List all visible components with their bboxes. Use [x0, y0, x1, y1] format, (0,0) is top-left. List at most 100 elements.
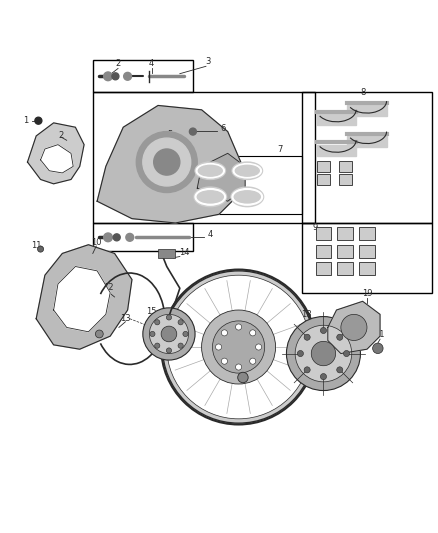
Text: 4: 4 [149, 59, 154, 68]
Bar [317, 144, 356, 156]
Text: 21: 21 [375, 330, 385, 340]
Bar [93, 223, 193, 251]
Ellipse shape [195, 189, 226, 205]
Circle shape [238, 372, 248, 383]
Bar [339, 161, 352, 172]
Bar [93, 92, 315, 223]
Circle shape [221, 358, 227, 364]
Circle shape [126, 233, 134, 241]
Circle shape [337, 334, 343, 340]
Bar [316, 245, 331, 258]
Ellipse shape [234, 191, 260, 203]
Bar [339, 174, 352, 184]
Circle shape [215, 344, 222, 350]
Circle shape [166, 348, 172, 353]
Bar [359, 262, 375, 275]
Circle shape [150, 332, 155, 336]
Circle shape [250, 358, 256, 364]
Bar [347, 136, 387, 147]
Polygon shape [36, 245, 132, 349]
Circle shape [337, 367, 343, 373]
Polygon shape [328, 301, 380, 353]
Text: 20: 20 [238, 378, 248, 387]
Ellipse shape [232, 189, 262, 205]
Circle shape [161, 326, 177, 342]
Circle shape [167, 275, 311, 419]
Circle shape [124, 72, 131, 80]
Circle shape [297, 351, 304, 357]
Bar [347, 106, 387, 116]
Circle shape [95, 330, 103, 338]
Circle shape [255, 344, 261, 350]
Text: 16: 16 [146, 322, 157, 331]
Bar [199, 156, 302, 214]
Text: 2: 2 [59, 132, 64, 140]
Text: 3: 3 [205, 57, 211, 66]
Circle shape [166, 315, 172, 320]
Polygon shape [28, 123, 84, 184]
Bar [359, 228, 375, 240]
Bar [317, 114, 356, 125]
Text: 6: 6 [221, 124, 226, 133]
Circle shape [311, 341, 336, 366]
Text: 2: 2 [115, 59, 120, 68]
Circle shape [341, 314, 367, 341]
Circle shape [286, 317, 360, 391]
Circle shape [295, 325, 352, 382]
Bar [316, 262, 331, 275]
Circle shape [112, 73, 119, 80]
Circle shape [236, 324, 242, 330]
Circle shape [143, 138, 191, 186]
Text: 18: 18 [301, 310, 311, 319]
Bar [302, 223, 432, 293]
Circle shape [321, 327, 326, 334]
Text: 14: 14 [179, 248, 189, 257]
Circle shape [321, 374, 326, 379]
Circle shape [178, 320, 183, 325]
Ellipse shape [194, 187, 226, 207]
Text: 7: 7 [277, 146, 283, 155]
Ellipse shape [233, 164, 261, 178]
Text: 5: 5 [167, 130, 173, 139]
Text: 13: 13 [120, 314, 131, 323]
Ellipse shape [232, 162, 262, 180]
Ellipse shape [196, 164, 224, 178]
Bar [93, 60, 193, 92]
Text: 11: 11 [31, 241, 42, 250]
Bar [359, 245, 375, 258]
Circle shape [113, 234, 120, 241]
Polygon shape [197, 154, 245, 201]
Bar [302, 92, 432, 223]
Bar [337, 262, 353, 275]
Text: 19: 19 [362, 289, 372, 298]
Text: 10: 10 [91, 238, 102, 247]
Circle shape [38, 246, 44, 252]
Polygon shape [97, 106, 241, 223]
Text: 15: 15 [146, 306, 157, 316]
Bar [337, 245, 353, 258]
Circle shape [373, 343, 383, 353]
Bar [317, 174, 330, 184]
Circle shape [343, 351, 350, 357]
Circle shape [162, 271, 315, 423]
Circle shape [178, 343, 183, 348]
Circle shape [149, 314, 188, 353]
Circle shape [221, 330, 227, 336]
Text: 8: 8 [360, 87, 365, 96]
Ellipse shape [231, 187, 264, 207]
Circle shape [304, 367, 310, 373]
Circle shape [154, 149, 180, 175]
Ellipse shape [197, 191, 223, 203]
Circle shape [104, 233, 113, 241]
Polygon shape [53, 266, 110, 332]
Circle shape [35, 117, 42, 124]
Ellipse shape [198, 165, 222, 176]
Circle shape [250, 330, 256, 336]
Text: 1: 1 [23, 116, 28, 125]
Circle shape [201, 310, 276, 384]
Bar [337, 228, 353, 240]
Text: 17: 17 [242, 279, 253, 288]
Ellipse shape [195, 162, 226, 180]
Circle shape [236, 364, 242, 370]
Circle shape [143, 308, 195, 360]
